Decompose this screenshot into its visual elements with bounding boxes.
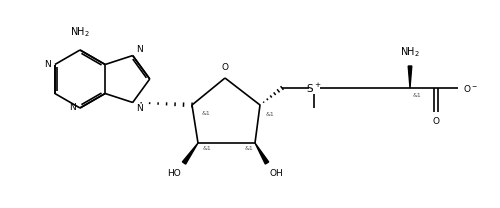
Text: N: N — [44, 60, 51, 69]
Text: O: O — [432, 117, 440, 126]
Text: &1: &1 — [266, 112, 275, 117]
Polygon shape — [182, 143, 198, 164]
Text: S$^+$: S$^+$ — [306, 82, 322, 95]
Text: NH$_2$: NH$_2$ — [70, 25, 90, 39]
Polygon shape — [408, 66, 412, 88]
Text: OH: OH — [269, 169, 283, 178]
Text: N: N — [69, 104, 76, 113]
Text: &1: &1 — [203, 146, 212, 151]
Text: &1: &1 — [202, 111, 211, 116]
Text: &1: &1 — [244, 146, 253, 151]
Text: N: N — [136, 45, 142, 53]
Text: HO: HO — [167, 169, 181, 178]
Polygon shape — [255, 143, 268, 164]
Text: N: N — [136, 104, 142, 113]
Text: &1: &1 — [413, 93, 422, 98]
Text: O$^-$: O$^-$ — [463, 83, 478, 94]
Text: O: O — [222, 63, 228, 72]
Text: NH$_2$: NH$_2$ — [400, 45, 420, 59]
